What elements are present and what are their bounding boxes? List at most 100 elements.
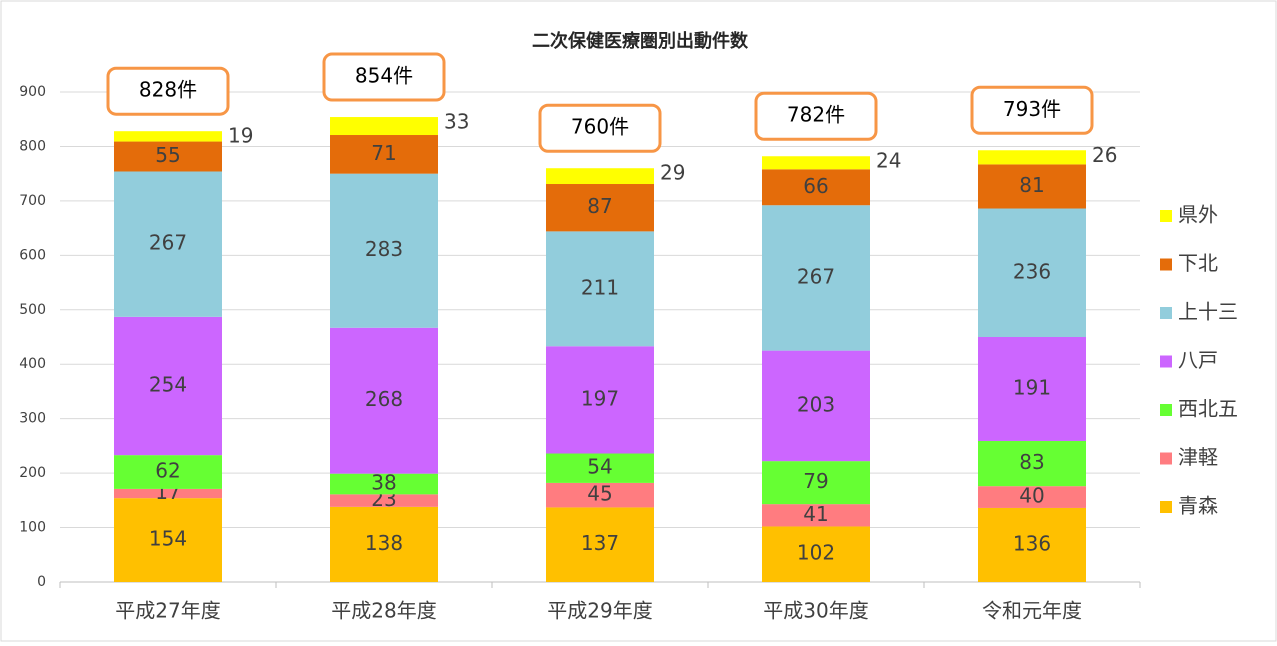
data-label: 19 [228,124,253,148]
bar-segment [330,506,438,582]
legend-label: 青森 [1178,494,1218,518]
bar-segment [978,440,1086,487]
data-label: 102 [797,541,835,565]
data-label: 254 [149,373,187,397]
bar-segment [330,117,438,136]
bar-segment [762,205,870,351]
data-label: 83 [1019,450,1044,474]
legend-swatch [1160,501,1172,513]
legend-swatch [1160,404,1172,416]
data-label: 24 [876,149,901,173]
data-label: 79 [803,469,828,493]
data-label: 267 [797,264,835,288]
bar-segment [978,507,1086,582]
legend-label: 八戸 [1178,348,1218,372]
bar-segment [546,168,654,185]
data-label: 55 [155,143,180,167]
x-tick-label: 平成29年度 [547,599,652,623]
data-label: 197 [581,386,619,410]
bar-segment [546,346,654,454]
bar-segment [330,135,438,174]
y-tick-label: 400 [19,356,46,372]
data-label: 71 [371,141,396,165]
total-label: 854件 [355,64,413,88]
bar-segment [114,316,222,456]
data-label: 40 [1019,484,1044,508]
bar-segment [762,350,870,462]
bar-segment [546,231,654,347]
data-label: 81 [1019,173,1044,197]
total-label: 793件 [1003,97,1061,121]
bar-segment [330,494,438,507]
bar-segment [330,327,438,474]
bar-segment [114,141,222,172]
total-box [106,66,230,116]
x-tick-label: 平成27年度 [115,599,220,623]
x-tick-label: 令和元年度 [982,599,1082,623]
x-tick-label: 平成28年度 [331,599,436,623]
bar-segment [330,173,438,328]
data-label: 211 [581,275,619,299]
data-label: 41 [803,502,828,526]
y-tick-label: 600 [19,247,46,263]
y-tick-label: 0 [37,574,46,590]
bar-segment [114,171,222,317]
data-label: 191 [1013,375,1051,399]
legend-swatch [1160,210,1172,222]
total-label: 828件 [139,78,197,102]
bar-segment [546,507,654,582]
data-label: 38 [371,471,396,495]
bar-segment [114,455,222,489]
total-box [322,52,446,102]
legend-swatch [1160,355,1172,368]
legend-label: 西北五 [1178,397,1238,421]
data-label: 29 [660,161,685,185]
data-label: 62 [155,459,180,483]
bar-segment [978,208,1086,337]
chart-title: 二次保健医療圏別出動件数 [532,30,749,52]
legend-label: 上十三 [1178,300,1238,324]
data-label: 236 [1013,259,1051,283]
bar-segment [330,473,438,495]
bar-segment [114,131,222,142]
data-label: 66 [803,174,828,198]
data-label: 154 [149,527,187,551]
data-label: 136 [1013,531,1051,555]
data-label: 267 [149,231,187,255]
y-tick-label: 700 [19,193,46,209]
data-label: 87 [587,194,612,218]
bar-segment [762,526,870,582]
x-tick-label: 平成30年度 [763,599,868,623]
legend-label: 県外 [1178,203,1218,227]
bar-segment [978,337,1086,441]
y-tick-label: 500 [19,302,46,318]
y-tick-label: 900 [19,84,46,100]
data-label: 203 [797,392,835,416]
bar-segment [546,482,654,508]
y-tick-label: 300 [19,411,46,427]
bar-segment [978,164,1086,209]
legend-label: 下北 [1178,251,1218,275]
total-box [538,103,662,153]
bar-segment [762,169,870,206]
legend-label: 津軽 [1178,445,1218,469]
bar-segment [762,504,870,527]
bar-segment [978,486,1086,508]
y-tick-label: 800 [19,138,46,154]
total-box [754,91,878,141]
bar-segment [546,184,654,232]
bar-segment [762,156,870,170]
y-tick-label: 200 [19,465,46,481]
legend-swatch [1160,452,1172,465]
legend-swatch [1160,258,1172,271]
bar-segment [762,461,870,505]
bar-segment [978,150,1086,165]
bar-segment [546,453,654,483]
y-tick-label: 100 [19,520,46,536]
legend-swatch [1160,307,1172,319]
data-label: 137 [581,531,619,555]
data-label: 268 [365,387,403,411]
total-label: 782件 [787,103,845,127]
bar-segment [114,488,222,499]
